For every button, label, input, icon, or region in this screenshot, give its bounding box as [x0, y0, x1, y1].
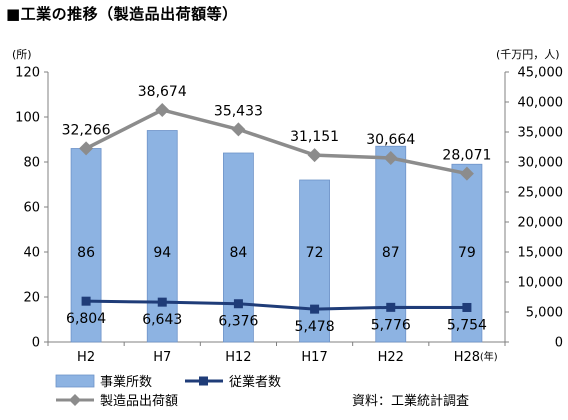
- marker-従業者数: [157, 297, 167, 307]
- legend-swatch-marker: [69, 394, 81, 406]
- x-tick-label: H28: [454, 350, 480, 365]
- x-tick-label: H2: [77, 350, 95, 365]
- marker-従業者数: [81, 296, 91, 306]
- chart-title: ■工業の推移（製造品出荷額等）: [6, 5, 238, 23]
- bar-data-label: 72: [306, 245, 324, 261]
- left-axis-unit: (所): [12, 48, 32, 61]
- bar-data-label: 86: [77, 245, 95, 261]
- right-tick-label: 25,000: [518, 186, 564, 201]
- x-tick-label: H12: [225, 350, 251, 365]
- marker-製造品出荷額: [155, 102, 170, 117]
- marker-製造品出荷額: [459, 166, 474, 181]
- bar-事業所数: [223, 152, 254, 343]
- left-tick-label: 60: [23, 201, 40, 216]
- bar-事業所数: [451, 163, 483, 343]
- right-tick-label: 45,000: [518, 66, 564, 81]
- line-data-label: 35,433: [214, 103, 263, 119]
- left-tick-label: 80: [23, 156, 40, 171]
- line-data-label: 32,266: [62, 122, 111, 138]
- line-data-label: 38,674: [138, 84, 187, 100]
- left-tick-label: 20: [23, 291, 40, 306]
- marker-製造品出荷額: [383, 151, 398, 166]
- source-note: 資料：工業統計調査: [352, 394, 470, 409]
- right-tick-label: 0: [555, 336, 563, 351]
- x-tick-label: H17: [301, 350, 327, 365]
- x-tick-label: H22: [378, 350, 404, 365]
- right-tick-label: 10,000: [518, 276, 564, 291]
- line-data-label: 28,071: [442, 148, 491, 164]
- right-axis-unit: (千万円，人): [496, 48, 560, 61]
- bar-data-label: 94: [153, 245, 171, 261]
- marker-従業者数: [233, 299, 243, 309]
- marker-従業者数: [310, 304, 320, 314]
- line-data-label: 6,804: [66, 311, 106, 327]
- right-tick-label: 15,000: [518, 246, 564, 261]
- right-tick-label: 5,000: [526, 306, 563, 321]
- line-data-label: 5,776: [371, 317, 411, 333]
- legend-label: 従業者数: [229, 374, 281, 390]
- marker-従業者数: [386, 302, 396, 312]
- line-data-label: 6,643: [142, 312, 182, 328]
- bar-事業所数: [299, 179, 330, 343]
- legend-swatch-marker: [199, 376, 208, 386]
- marker-従業者数: [462, 302, 472, 312]
- line-data-label: 5,478: [295, 319, 335, 335]
- right-tick-label: 40,000: [518, 96, 564, 111]
- bar-data-label: 79: [458, 245, 476, 261]
- legend-swatch-bar: [55, 374, 95, 388]
- legend-label: 事業所数: [100, 374, 152, 390]
- marker-製造品出荷額: [307, 148, 322, 163]
- line-製造品出荷額: [85, 108, 468, 176]
- x-axis-unit: (年): [480, 350, 498, 363]
- left-tick-label: 0: [32, 336, 40, 351]
- left-tick-label: 100: [15, 111, 40, 126]
- marker-製造品出荷額: [231, 122, 246, 137]
- right-tick-label: 30,000: [518, 156, 564, 171]
- line-data-label: 6,376: [218, 314, 258, 330]
- right-tick-label: 20,000: [518, 216, 564, 231]
- line-data-label: 31,151: [290, 129, 339, 145]
- bar-事業所数: [70, 148, 102, 343]
- x-tick-label: H7: [153, 350, 171, 365]
- bar-data-label: 87: [382, 245, 400, 261]
- line-data-label: 5,754: [447, 317, 487, 333]
- marker-製造品出荷額: [79, 141, 94, 156]
- right-tick-label: 35,000: [518, 126, 564, 141]
- left-tick-label: 40: [23, 246, 40, 261]
- bar-data-label: 84: [230, 245, 248, 261]
- left-tick-label: 120: [15, 66, 40, 81]
- legend-label: 製造品出荷額: [100, 394, 178, 409]
- line-従業者数: [86, 299, 467, 311]
- bar-事業所数: [146, 130, 178, 343]
- line-data-label: 30,664: [366, 132, 415, 148]
